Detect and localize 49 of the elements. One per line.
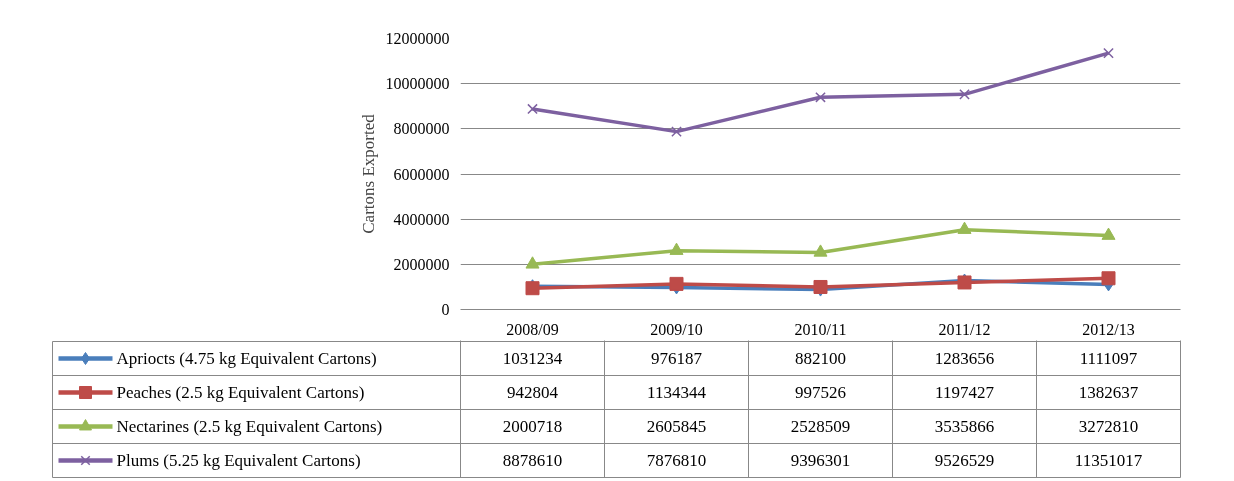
data-label: 1197427 (935, 383, 995, 402)
data-label: 9396301 (790, 451, 851, 470)
data-label: 997526 (795, 383, 846, 402)
y-tick-label: 4000000 (393, 210, 450, 228)
point (525, 256, 540, 269)
data-label: 11351017 (1074, 451, 1143, 470)
data-label: 882100 (795, 349, 846, 368)
legend-label: Peaches (2.5 kg Equivalent Cartons) (116, 383, 365, 402)
y-tick-label: 6000000 (393, 165, 450, 183)
point (527, 103, 538, 115)
data-label: 942804 (507, 383, 559, 402)
data-label: 1134344 (647, 383, 707, 402)
y-tick-label: 12000000 (385, 30, 450, 47)
legend-label: Plums (5.25 kg Equivalent Cartons) (116, 451, 361, 470)
point (669, 276, 684, 291)
y-axis-title: Cartons Exported (358, 113, 378, 234)
x-tick-label: 2011/12 (938, 320, 991, 338)
legend-label: Nectarines (2.5 kg Equivalent Cartons) (116, 417, 383, 436)
x-tick-label: 2010/11 (794, 320, 847, 338)
data-label: 1283656 (934, 349, 995, 368)
data-label: 3535866 (934, 417, 995, 436)
x-tick-label: 2008/09 (506, 320, 559, 338)
point (669, 242, 684, 255)
point (1101, 271, 1116, 286)
data-label: 2528509 (790, 417, 851, 436)
y-tick-label: 8000000 (393, 120, 450, 138)
legend-label: Apriocts (4.75 kg Equivalent Cartons) (116, 349, 377, 368)
data-label: 8878610 (502, 451, 563, 470)
data-label: 9526529 (934, 451, 995, 470)
data-label: 1031234 (502, 349, 563, 368)
data-label: 2000718 (502, 417, 563, 436)
data-label: 7876810 (646, 451, 707, 470)
data-label: 1111097 (1079, 349, 1138, 368)
y-tick-label: 10000000 (385, 75, 450, 93)
data-label: 3272810 (1078, 417, 1139, 436)
point (959, 89, 970, 100)
point (815, 91, 826, 103)
point (813, 244, 828, 257)
point (957, 221, 972, 234)
data-label: 1382637 (1078, 383, 1139, 402)
point (1103, 47, 1114, 59)
y-tick-label: 0 (441, 301, 450, 318)
point (1101, 227, 1116, 240)
x-tick-label: 2012/13 (1082, 320, 1135, 338)
x-tick-label: 2009/10 (650, 320, 703, 338)
data-label: 976187 (651, 349, 703, 368)
y-tick-label: 2000000 (393, 255, 450, 273)
point (671, 126, 682, 137)
data-label: 2605845 (646, 417, 707, 436)
